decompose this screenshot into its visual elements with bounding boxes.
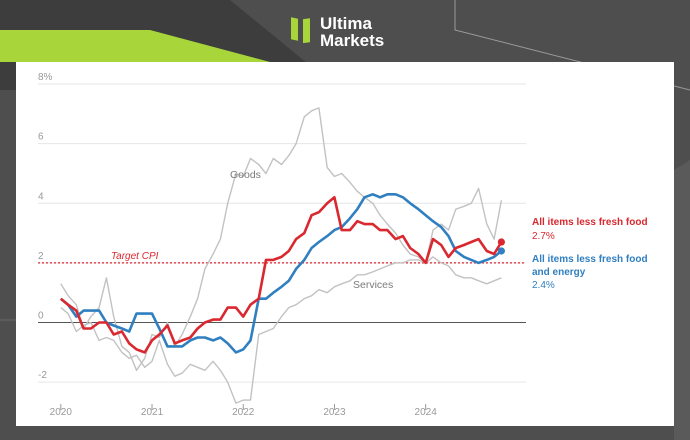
goods-label: Goods: [230, 169, 261, 181]
brand-logo: Ultima Markets: [290, 12, 384, 52]
y-tick-label: 6: [38, 132, 44, 143]
x-tick-label: 2023: [323, 407, 346, 418]
services-label: Services: [353, 279, 393, 291]
all-items-less-fresh-food-end-point: [497, 238, 505, 246]
y-tick-label: 4: [38, 191, 44, 202]
all-items-less-fresh-food-and-energy-series-line: [59, 193, 503, 354]
services-series-line: [60, 256, 502, 404]
y-tick-label: -2: [38, 370, 47, 381]
brand-name-line1: Ultima: [320, 14, 372, 33]
x-tick-label: 2020: [50, 407, 73, 418]
y-tick-label: 2: [38, 251, 44, 262]
x-tick-label: 2021: [141, 407, 164, 418]
red-series-title: All items less fresh food: [532, 217, 648, 228]
cpi-line-chart: 8% 6 4 2 0 -2 2020 2021 2022 2023 2024 Target CPI…: [38, 72, 648, 418]
x-tick-label: 2022: [232, 407, 255, 418]
all-items-less-fresh-food-series-line: [59, 196, 503, 354]
all-items-less-fresh-food-and-energy-end-point: [497, 247, 505, 255]
y-tick-label: 8%: [38, 72, 53, 83]
blue-series-title-line1: All items less fresh food: [532, 254, 648, 265]
blue-series-title-line2: and energy: [532, 267, 586, 278]
target-cpi-label: Target CPI: [111, 251, 159, 262]
ultima-logo-icon: [291, 17, 310, 44]
y-tick-label: 0: [38, 311, 44, 322]
blue-series-value: 2.4%: [532, 280, 555, 291]
red-series-value: 2.7%: [532, 231, 555, 242]
x-tick-label: 2024: [415, 407, 438, 418]
chart-panel: [16, 62, 674, 426]
brand-name-line2: Markets: [320, 31, 385, 50]
